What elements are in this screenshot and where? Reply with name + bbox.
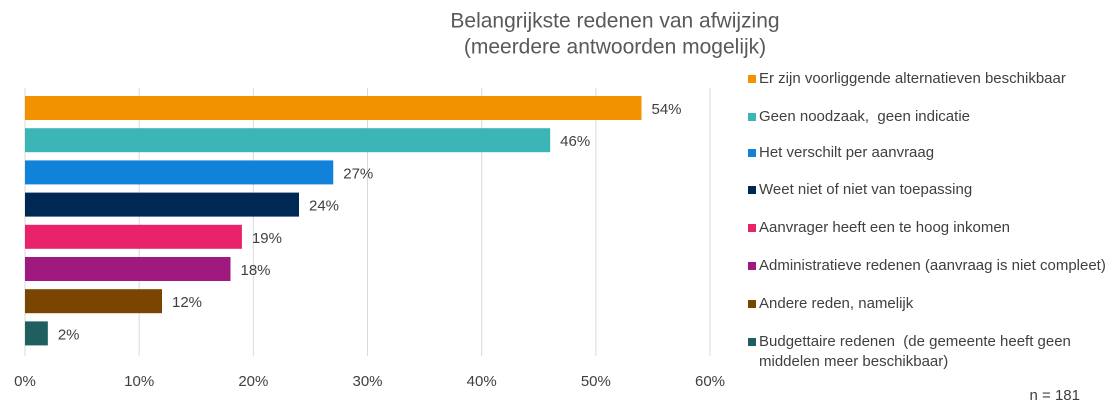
value-label: 19% <box>252 230 282 247</box>
legend-label: Geen noodzaak, geen indicatie <box>759 108 970 125</box>
x-tick-label: 30% <box>352 373 382 390</box>
legend-swatch <box>748 338 756 346</box>
value-label: 18% <box>241 262 271 279</box>
value-label: 27% <box>343 165 373 182</box>
legend-item: Aanvrager heeft een te hoog inkomen <box>748 218 1118 238</box>
x-tick-label: 20% <box>238 373 268 390</box>
bar <box>25 289 162 314</box>
bar <box>25 128 551 153</box>
legend-swatch <box>748 300 756 308</box>
legend-swatch <box>748 75 756 83</box>
value-label: 12% <box>172 294 202 311</box>
legend-swatch <box>748 224 756 232</box>
chart-subtitle: (meerdere antwoorden mogelijk) <box>464 36 766 59</box>
legend-swatch <box>748 186 756 194</box>
bar <box>25 224 242 249</box>
chart-title: Belangrijkste redenen van afwijzing <box>450 10 779 33</box>
legend-label: Aanvrager heeft een te hoog inkomen <box>759 219 1011 236</box>
legend-item: Het verschilt per aanvraag <box>748 143 1118 163</box>
legend-item: Budgettaire redenen (de gemeente heeft g… <box>748 332 1118 372</box>
legend-label: Het verschilt per aanvraag <box>759 144 935 161</box>
legend-item: Administratieve redenen (aanvraag is nie… <box>748 256 1118 276</box>
legend-item: Geen noodzaak, geen indicatie <box>748 107 1118 127</box>
legend-swatch <box>748 149 756 157</box>
bar <box>25 321 48 346</box>
legend-item: Er zijn voorliggende alternatieven besch… <box>748 69 1118 89</box>
legend-label: Administratieve redenen (aanvraag is nie… <box>759 257 1106 274</box>
legend-label: Weet niet of niet van toepassing <box>759 181 973 198</box>
x-tick-label: 0% <box>14 373 36 390</box>
legend-swatch <box>748 262 756 270</box>
bar <box>25 257 231 281</box>
value-label: 24% <box>309 198 339 215</box>
legend-item: Andere reden, namelijk <box>748 294 1118 314</box>
x-tick-label: 10% <box>124 373 154 390</box>
x-tick-label: 50% <box>581 373 611 390</box>
x-tick-label: 40% <box>467 373 497 390</box>
legend-item: Weet niet of niet van toepassing <box>748 180 1118 200</box>
bar <box>25 96 642 120</box>
legend-label: Andere reden, namelijk <box>759 295 914 312</box>
bar <box>25 160 334 185</box>
value-label: 46% <box>560 133 590 150</box>
x-tick-label: 60% <box>695 373 725 390</box>
legend-swatch <box>748 113 756 121</box>
legend-label: Er zijn voorliggende alternatieven besch… <box>759 70 1066 87</box>
value-label: 2% <box>58 326 80 343</box>
annotation: n = 181 <box>1030 387 1080 404</box>
bar <box>25 192 299 217</box>
legend-label: Budgettaire redenen (de gemeente heeft g… <box>759 333 1076 370</box>
value-label: 54% <box>652 101 682 118</box>
